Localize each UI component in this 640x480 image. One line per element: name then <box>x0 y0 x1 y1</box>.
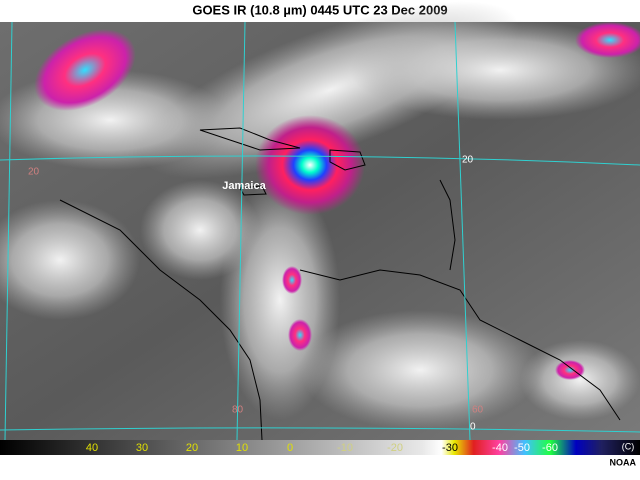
colorbar-label: 20 <box>186 442 198 454</box>
colorbar-label: -50 <box>514 442 530 454</box>
colorbar-label: -10 <box>337 442 353 454</box>
colorbar-label: 40 <box>86 442 98 454</box>
grid-label: 60 <box>472 405 484 416</box>
grid-label: 20 <box>28 167 40 178</box>
colorbar-label: 30 <box>136 442 148 454</box>
copyright: (C) <box>622 441 635 451</box>
credit: NOAA <box>610 457 637 467</box>
colorbar-label: 10 <box>236 442 248 454</box>
colorbar-label: -30 <box>442 442 458 454</box>
colorbar-label: -20 <box>387 442 403 454</box>
satellite-image: Jamaica 20 20 0 80 60 <box>0 1 640 441</box>
colorbar-label: -60 <box>542 442 558 454</box>
grid-label: 80 <box>232 405 244 416</box>
grid-label: 20 <box>462 155 474 166</box>
place-label: Jamaica <box>222 180 266 192</box>
colorbar-label: 0 <box>287 442 293 454</box>
colorbar-label: -40 <box>492 442 508 454</box>
grid-label: 0 <box>470 422 476 433</box>
colorbar: 40 30 20 10 0 -10 -20 -30 -40 -50 -60 (C) <box>0 440 640 455</box>
